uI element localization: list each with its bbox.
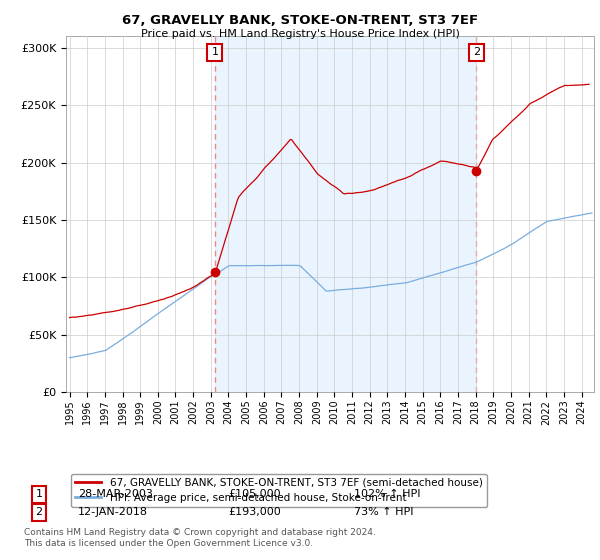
Text: Price paid vs. HM Land Registry's House Price Index (HPI): Price paid vs. HM Land Registry's House … — [140, 29, 460, 39]
Text: £105,000: £105,000 — [228, 489, 281, 500]
Text: £193,000: £193,000 — [228, 507, 281, 517]
Text: Contains HM Land Registry data © Crown copyright and database right 2024.
This d: Contains HM Land Registry data © Crown c… — [24, 528, 376, 548]
Text: 1: 1 — [211, 48, 218, 58]
Text: 67, GRAVELLY BANK, STOKE-ON-TRENT, ST3 7EF: 67, GRAVELLY BANK, STOKE-ON-TRENT, ST3 7… — [122, 14, 478, 27]
Text: 2: 2 — [35, 507, 43, 517]
Text: 28-MAR-2003: 28-MAR-2003 — [78, 489, 153, 500]
Text: 12-JAN-2018: 12-JAN-2018 — [78, 507, 148, 517]
Bar — [215, 36, 476, 392]
Text: 102% ↑ HPI: 102% ↑ HPI — [354, 489, 421, 500]
Legend: 67, GRAVELLY BANK, STOKE-ON-TRENT, ST3 7EF (semi-detached house), HPI: Average p: 67, GRAVELLY BANK, STOKE-ON-TRENT, ST3 7… — [71, 474, 487, 507]
Text: 2: 2 — [473, 48, 480, 58]
Text: 73% ↑ HPI: 73% ↑ HPI — [354, 507, 413, 517]
Text: 1: 1 — [35, 489, 43, 500]
